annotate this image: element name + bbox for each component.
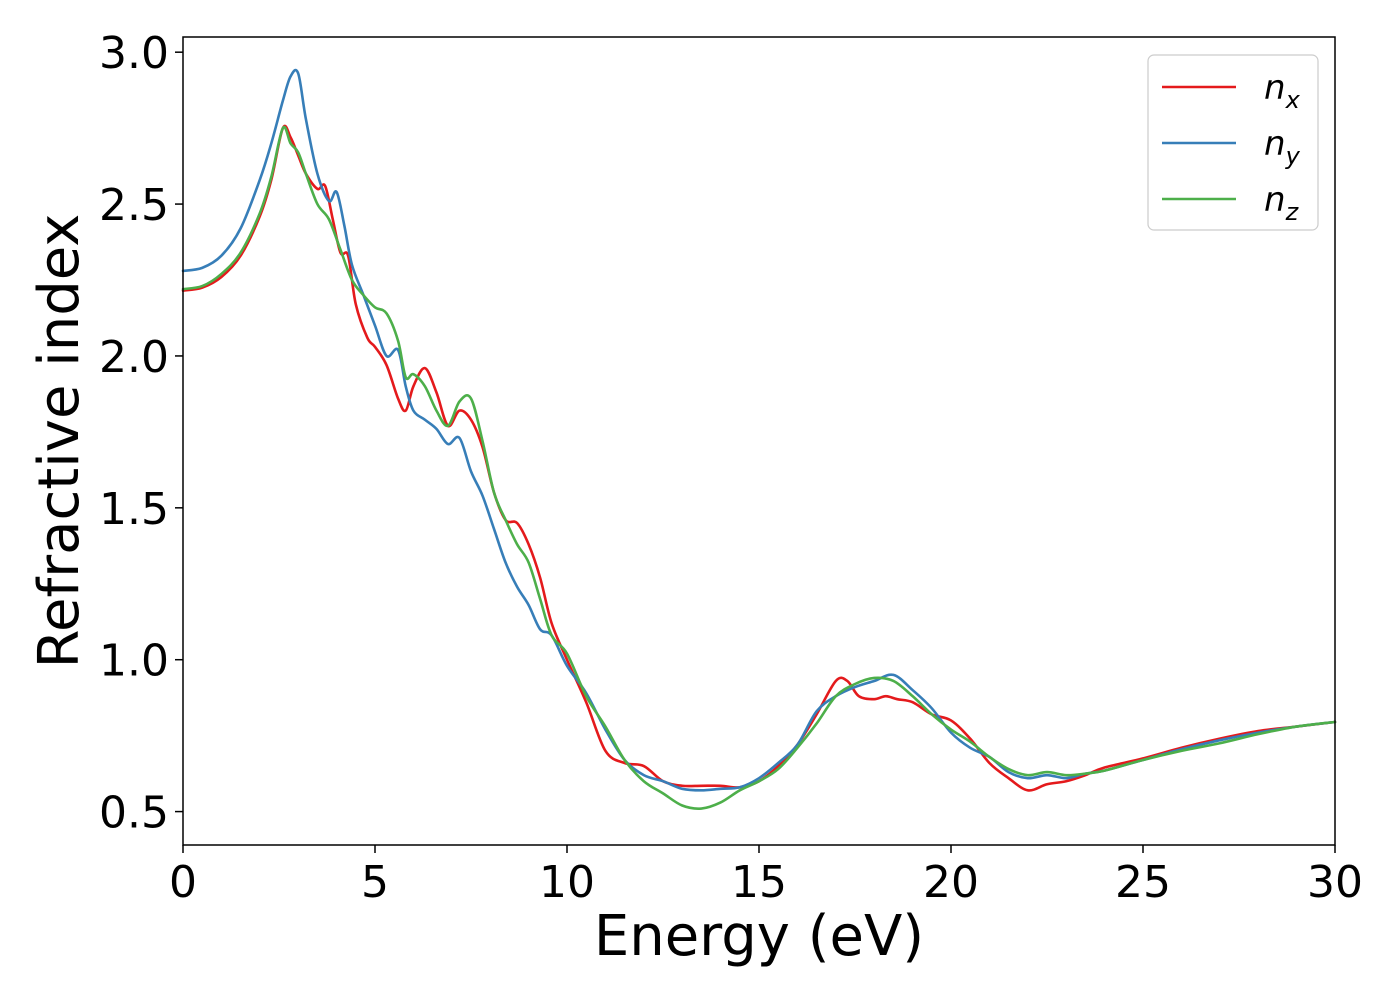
x-tick-label: 5: [361, 857, 389, 908]
y-tick-label: 1.0: [99, 636, 169, 687]
series-line-x: [181, 124, 1337, 792]
series-line-y: [181, 68, 1337, 792]
y-tick-label: 2.5: [99, 180, 169, 231]
x-tick-label: 25: [1115, 857, 1171, 908]
x-tick-label: 10: [539, 857, 595, 908]
legend: nx ny nz: [1147, 54, 1319, 231]
x-tick-label: 20: [923, 857, 979, 908]
x-axis-title: Energy (eV): [594, 904, 924, 969]
series-line-z: [181, 125, 1337, 810]
y-tick-label: 0.5: [99, 788, 169, 839]
legend-label-z: nz: [1264, 180, 1300, 226]
y-axis-title: Refractive index: [27, 214, 92, 669]
x-axis-ticks: 0 5 10 15 20 25 30: [169, 845, 1363, 908]
series-layer: [181, 68, 1337, 810]
legend-label-y: ny: [1264, 124, 1301, 170]
y-axis-ticks: 0.5 1.0 1.5 2.0 2.5 3.0: [99, 28, 183, 839]
x-tick-label: 0: [169, 857, 197, 908]
legend-label-x: nx: [1264, 68, 1301, 114]
y-tick-label: 3.0: [99, 28, 169, 79]
x-tick-label: 30: [1307, 857, 1363, 908]
y-tick-label: 2.0: [99, 332, 169, 383]
x-tick-label: 15: [731, 857, 787, 908]
y-tick-label: 1.5: [99, 484, 169, 535]
